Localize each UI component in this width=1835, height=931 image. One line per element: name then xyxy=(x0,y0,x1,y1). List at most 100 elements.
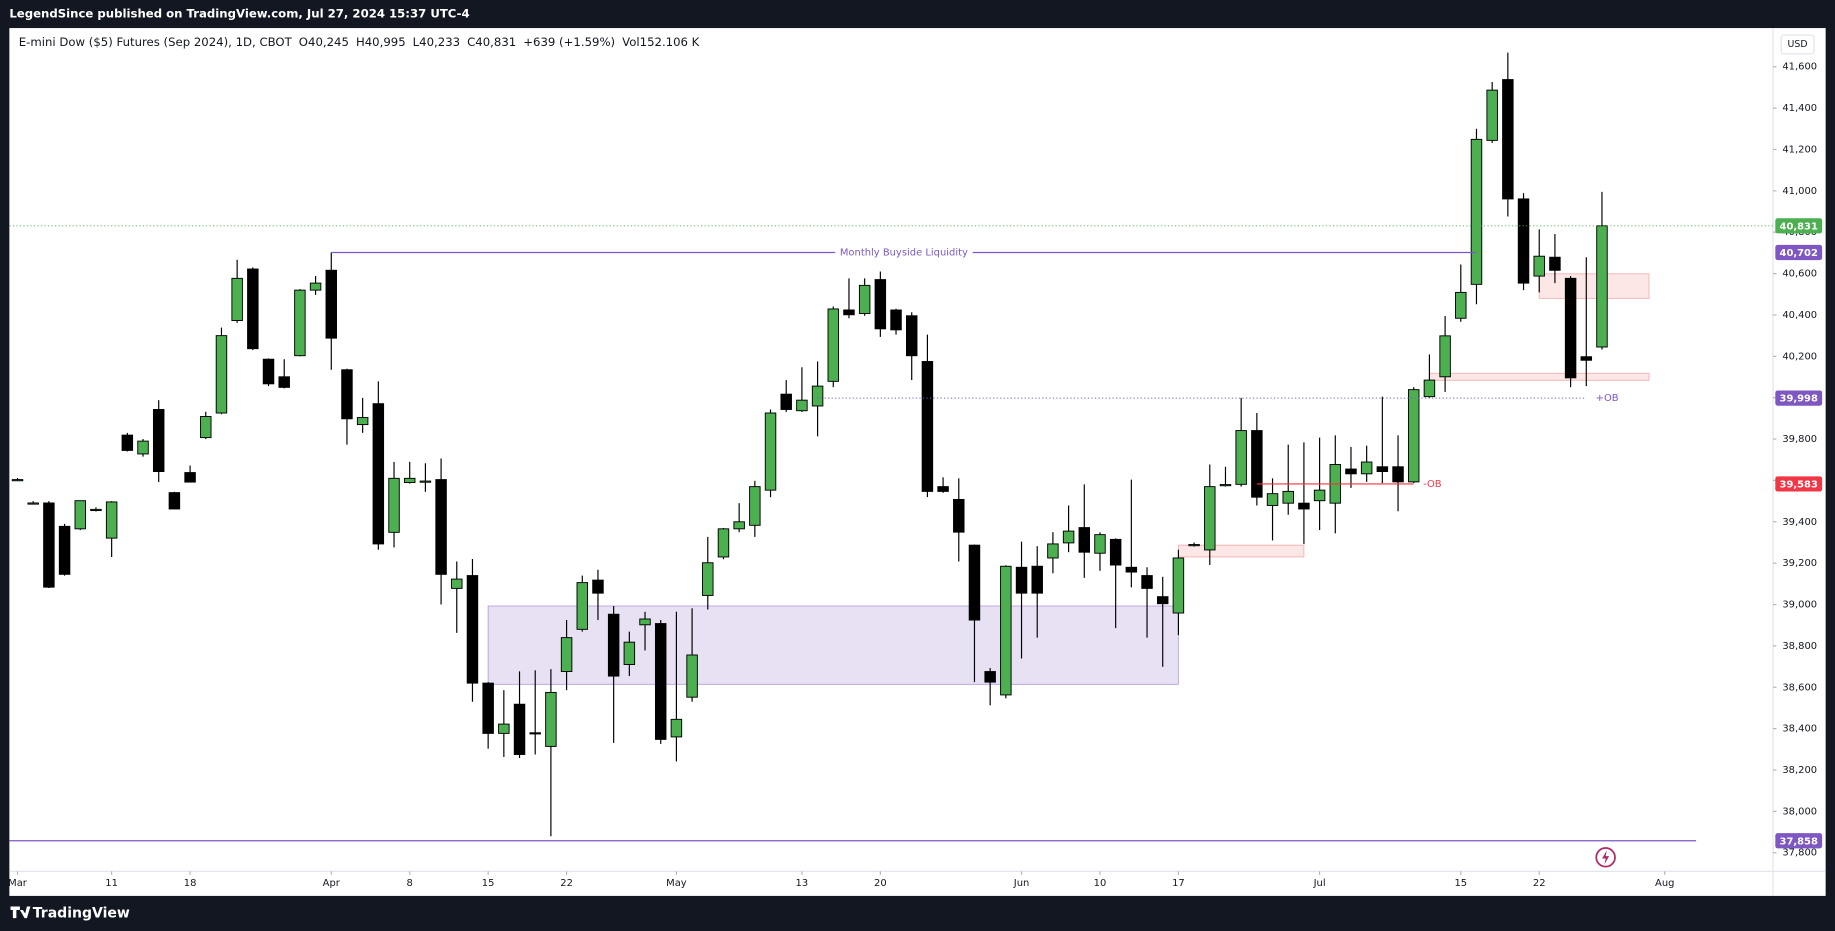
level-label: +OB xyxy=(1596,393,1619,404)
candle-body xyxy=(11,479,24,482)
candle-body xyxy=(1156,596,1169,605)
candle-body xyxy=(1486,89,1498,141)
candle-body xyxy=(686,654,698,698)
candle-body xyxy=(482,682,494,734)
candle-body xyxy=(356,417,369,426)
candle-body xyxy=(1141,575,1153,589)
symbol-legend: E-mini Dow ($5) Futures (Sep 2024), 1D, … xyxy=(19,35,700,49)
candle-body xyxy=(733,521,745,530)
x-tick-label: 8 xyxy=(407,878,413,889)
x-tick-label: Jul xyxy=(1313,878,1326,889)
price-tag-label: 39,583 xyxy=(1780,480,1818,491)
candle-body xyxy=(592,579,604,594)
y-tick-label: 40,600 xyxy=(1782,269,1817,280)
x-tick-label: 20 xyxy=(874,878,887,889)
candle-body xyxy=(607,613,620,677)
candle-body xyxy=(545,691,557,747)
candle-body xyxy=(1266,493,1279,506)
x-tick-label: Aug xyxy=(1655,878,1674,889)
candle-body xyxy=(1094,534,1106,554)
x-tick-label: 22 xyxy=(1533,878,1546,889)
y-tick-label: 38,400 xyxy=(1782,724,1817,735)
candle-body xyxy=(1062,530,1075,544)
candle-body xyxy=(1188,544,1200,547)
candle-body xyxy=(105,501,118,539)
candle-body xyxy=(1533,255,1545,277)
candle-body xyxy=(1251,430,1263,498)
x-tick-label: 18 xyxy=(184,878,197,889)
x-tick-label: Jun xyxy=(1013,878,1030,889)
candle-body xyxy=(341,369,353,420)
candle-body xyxy=(43,502,55,588)
brand-logo xyxy=(10,906,31,919)
candle-body xyxy=(1423,379,1436,398)
price-tag-label: 39,998 xyxy=(1780,394,1818,405)
candle-body xyxy=(1047,543,1059,559)
level-label: -OB xyxy=(1423,479,1442,490)
y-tick-label: 40,400 xyxy=(1782,310,1817,321)
candle-body xyxy=(1235,430,1247,485)
zone xyxy=(487,605,1179,685)
candle-body xyxy=(27,502,39,505)
candle-body xyxy=(372,403,385,545)
candle-body xyxy=(1517,198,1530,284)
candle-body xyxy=(1392,466,1404,483)
candle-body xyxy=(1376,466,1389,472)
y-tick-label: 40,200 xyxy=(1782,351,1817,362)
y-tick-label: 38,200 xyxy=(1782,765,1817,776)
candle-body xyxy=(1219,484,1232,487)
y-tick-label: 38,600 xyxy=(1782,682,1817,693)
y-tick-label: 37,800 xyxy=(1782,848,1817,859)
zone xyxy=(1538,273,1650,299)
x-tick-label: Apr xyxy=(323,878,341,889)
candle-body xyxy=(1549,256,1561,271)
candle-body xyxy=(513,703,526,755)
chart-area xyxy=(9,28,1826,896)
candle-body xyxy=(843,309,855,316)
zone xyxy=(1428,372,1650,381)
candle-body xyxy=(262,358,275,385)
candle-body xyxy=(1282,490,1294,504)
x-tick-label: Mar xyxy=(8,878,28,889)
candle-body xyxy=(921,361,934,492)
candle-body xyxy=(1125,566,1138,573)
level-label: Monthly Buyside Liquidity xyxy=(840,247,968,258)
y-tick-label: 39,000 xyxy=(1782,600,1817,611)
open: O40,245 xyxy=(299,35,349,49)
candle-body xyxy=(294,289,306,357)
y-tick-label: 38,800 xyxy=(1782,641,1817,652)
candle-body xyxy=(1455,291,1467,319)
candle-body xyxy=(1407,389,1420,483)
y-tick-label: 41,400 xyxy=(1782,103,1817,114)
price-tag xyxy=(1775,476,1823,492)
high: H40,995 xyxy=(356,35,406,49)
candle-body xyxy=(1204,486,1216,551)
candle-body xyxy=(435,479,447,575)
x-tick-label: 15 xyxy=(1454,878,1467,889)
low: L40,233 xyxy=(413,35,460,49)
candle-body xyxy=(152,409,165,472)
candle-body xyxy=(670,718,683,738)
candle-body xyxy=(1564,277,1577,379)
y-tick-label: 41,000 xyxy=(1782,186,1817,197)
candle-body xyxy=(1439,335,1451,378)
candle-body xyxy=(1172,557,1185,614)
candle-body xyxy=(403,477,416,483)
level-label-bg xyxy=(835,247,973,259)
candle-body xyxy=(1345,468,1357,475)
candle-body xyxy=(827,308,840,382)
candle-body xyxy=(184,472,196,483)
candle-body xyxy=(953,498,965,533)
candle-body xyxy=(90,508,102,512)
candle-body xyxy=(1109,538,1122,566)
y-tick-label: 38,000 xyxy=(1782,806,1817,817)
candle-body xyxy=(419,480,432,483)
plot: Monthly Buyside Liquidity +OB -OB xyxy=(9,52,1773,842)
x-tick-label: 10 xyxy=(1094,878,1107,889)
candle-body xyxy=(451,578,463,589)
candle-body xyxy=(231,277,243,322)
x-tick-label: 13 xyxy=(796,878,809,889)
candle-body xyxy=(1000,565,1012,696)
candle-body xyxy=(780,393,792,410)
